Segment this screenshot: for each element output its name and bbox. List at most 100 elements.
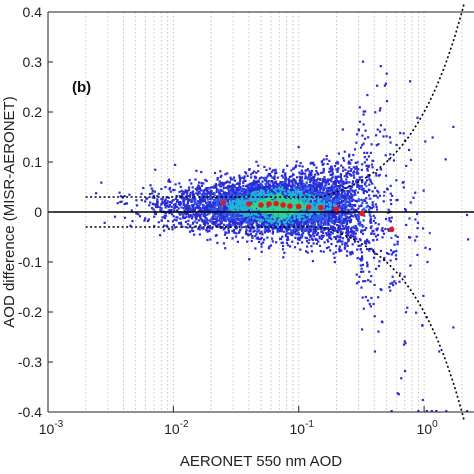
- scatter-point: [358, 187, 361, 190]
- scatter-point: [361, 143, 364, 147]
- scatter-point: [295, 222, 298, 226]
- scatter-point: [347, 162, 350, 165]
- scatter-point: [260, 236, 263, 240]
- scatter-point: [398, 280, 401, 283]
- scatter-point: [345, 227, 348, 230]
- scatter-point: [348, 221, 352, 224]
- scatter-point: [223, 215, 226, 219]
- scatter-point: [218, 223, 222, 226]
- scatter-point: [336, 168, 339, 172]
- scatter-point: [325, 154, 328, 158]
- scatter-point: [366, 265, 369, 268]
- scatter-point: [333, 261, 336, 264]
- scatter-point: [467, 238, 470, 241]
- scatter-point: [337, 236, 340, 239]
- scatter-point: [361, 188, 364, 191]
- scatter-point: [242, 219, 245, 222]
- scatter-point: [352, 166, 355, 169]
- scatter-point: [218, 180, 221, 183]
- scatter-point: [292, 167, 295, 170]
- scatter-point: [363, 137, 367, 140]
- scatter-point: [262, 215, 265, 218]
- scatter-point: [146, 219, 149, 223]
- scatter-point: [387, 229, 390, 232]
- scatter-point: [186, 226, 189, 229]
- scatter-point: [318, 224, 321, 227]
- scatter-point: [304, 175, 307, 178]
- scatter-point: [362, 123, 365, 126]
- scatter-point: [388, 158, 391, 161]
- scatter-point: [341, 243, 344, 246]
- scatter-point: [201, 209, 205, 212]
- scatter-point: [226, 185, 230, 188]
- scatter-point: [228, 181, 231, 184]
- scatter-point: [305, 198, 308, 202]
- scatter-point: [308, 174, 311, 178]
- scatter-point: [452, 326, 455, 329]
- scatter-point: [355, 237, 358, 240]
- scatter-point: [374, 267, 378, 270]
- scatter-point: [334, 179, 337, 183]
- scatter-point: [185, 196, 189, 199]
- scatter-point: [172, 189, 175, 192]
- scatter-point: [248, 194, 251, 197]
- scatter-point: [409, 264, 412, 267]
- scatter-point: [374, 203, 378, 206]
- scatter-point: [336, 189, 339, 192]
- scatter-point: [225, 193, 228, 197]
- scatter-point: [390, 202, 393, 206]
- scatter-point: [322, 192, 325, 195]
- scatter-point: [194, 212, 198, 215]
- scatter-point: [278, 182, 281, 185]
- scatter-point: [206, 203, 210, 206]
- scatter-point: [327, 229, 330, 232]
- scatter-point: [257, 240, 261, 244]
- scatter-point: [197, 219, 200, 222]
- scatter-point: [368, 205, 371, 209]
- scatter-point: [344, 219, 347, 222]
- scatter-point: [165, 224, 168, 227]
- scatter-point: [357, 168, 360, 171]
- scatter-point: [376, 84, 379, 87]
- scatter-point: [276, 228, 280, 231]
- scatter-point: [290, 197, 293, 200]
- scatter-point: [391, 251, 395, 254]
- scatter-point: [100, 181, 103, 184]
- scatter-point: [327, 186, 330, 190]
- scatter-point: [226, 172, 229, 175]
- scatter-point: [312, 232, 315, 236]
- scatter-point: [366, 263, 369, 266]
- scatter-point: [326, 223, 329, 226]
- scatter-point: [323, 180, 326, 183]
- scatter-point: [239, 223, 243, 227]
- scatter-point: [377, 223, 380, 226]
- scatter-point: [354, 240, 357, 243]
- scatter-point: [305, 240, 309, 243]
- scatter-point: [205, 221, 208, 224]
- scatter-point: [244, 179, 247, 183]
- scatter-point: [230, 200, 233, 203]
- scatter-point: [191, 226, 194, 229]
- scatter-point: [213, 212, 217, 216]
- scatter-point: [404, 311, 408, 314]
- scatter-point: [371, 182, 374, 185]
- scatter-point: [337, 152, 340, 155]
- scatter-point: [254, 247, 257, 250]
- scatter-point: [283, 172, 287, 175]
- scatter-point: [334, 182, 337, 186]
- scatter-point: [338, 219, 341, 222]
- scatter-point: [250, 185, 253, 188]
- scatter-point: [327, 231, 330, 234]
- scatter-point: [300, 169, 303, 172]
- scatter-point: [289, 245, 292, 248]
- scatter-point: [286, 229, 289, 232]
- scatter-point: [345, 231, 348, 234]
- scatter-point: [209, 209, 212, 213]
- scatter-point: [341, 184, 344, 187]
- scatter-point: [313, 176, 316, 179]
- scatter-point: [381, 227, 384, 230]
- scatter-point: [351, 235, 355, 238]
- scatter-point: [215, 188, 219, 191]
- scatter-point: [213, 171, 217, 175]
- scatter-point: [354, 235, 357, 238]
